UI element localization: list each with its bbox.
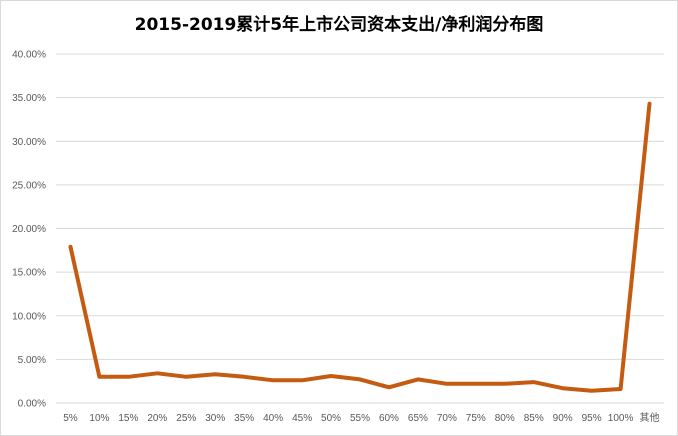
y-tick-label: 40.00% xyxy=(12,50,46,61)
data-point xyxy=(156,372,158,374)
x-tick-label: 80% xyxy=(495,413,515,424)
x-tick-label: 25% xyxy=(176,413,196,424)
data-point xyxy=(533,381,535,383)
data-point xyxy=(243,376,245,378)
x-tick-label: 50% xyxy=(321,413,341,424)
data-point xyxy=(185,376,187,378)
x-tick-label: 95% xyxy=(582,413,602,424)
x-tick-label: 20% xyxy=(147,413,167,424)
x-tick-label: 35% xyxy=(234,413,254,424)
data-point xyxy=(620,388,622,390)
y-tick-label: 35.00% xyxy=(12,93,46,104)
x-tick-label: 40% xyxy=(263,413,283,424)
series-group xyxy=(68,101,652,393)
x-tick-label: 10% xyxy=(89,413,109,424)
x-tick-label: 90% xyxy=(553,413,573,424)
x-tick-label: 65% xyxy=(408,413,428,424)
x-tick-label: 100% xyxy=(608,413,634,424)
data-point xyxy=(69,246,71,248)
y-tick-label: 5.00% xyxy=(18,355,46,366)
y-tick-label: 30.00% xyxy=(12,137,46,148)
x-tick-label: 60% xyxy=(379,413,399,424)
data-point xyxy=(504,383,506,385)
y-tick-label: 20.00% xyxy=(12,224,46,235)
data-point xyxy=(475,383,477,385)
data-point xyxy=(272,379,274,381)
data-point xyxy=(388,386,390,388)
x-tick-label: 45% xyxy=(292,413,312,424)
series-line xyxy=(68,101,652,393)
y-tick-label: 0.00% xyxy=(18,399,46,410)
x-tick-label: 其他 xyxy=(640,411,660,424)
data-point xyxy=(98,376,100,378)
y-tick-label: 15.00% xyxy=(12,268,46,279)
x-tick-label: 15% xyxy=(118,413,138,424)
x-tick-label: 85% xyxy=(524,413,544,424)
chart-title: 2015-2019累计5年上市公司资本支出/净利润分布图 xyxy=(134,15,544,35)
data-point xyxy=(359,378,361,380)
y-tick-label: 10.00% xyxy=(12,311,46,322)
y-axis-ticks: 0.00% 5.00% 10.00% 15.00% 20.00% 25.00% 30.00%… xyxy=(12,50,46,410)
data-point xyxy=(417,378,419,380)
data-point xyxy=(591,390,593,392)
gridlines xyxy=(56,53,664,404)
data-point xyxy=(562,387,564,389)
x-tick-label: 30% xyxy=(205,413,225,424)
x-tick-label: 55% xyxy=(350,413,370,424)
data-point xyxy=(127,376,129,378)
y-tick-label: 25.00% xyxy=(12,180,46,191)
x-tick-label: 70% xyxy=(437,413,457,424)
data-point xyxy=(214,373,216,375)
data-point xyxy=(301,379,303,381)
data-point xyxy=(446,383,448,385)
x-axis-ticks: 5% 10% 15% 20% 25% 30% 35% 40% 45% 50% 55% 60% 65% 70… xyxy=(63,411,659,424)
x-tick-label: 5% xyxy=(63,413,78,424)
data-point xyxy=(649,103,651,105)
data-point xyxy=(330,375,332,377)
x-tick-label: 75% xyxy=(466,413,486,424)
